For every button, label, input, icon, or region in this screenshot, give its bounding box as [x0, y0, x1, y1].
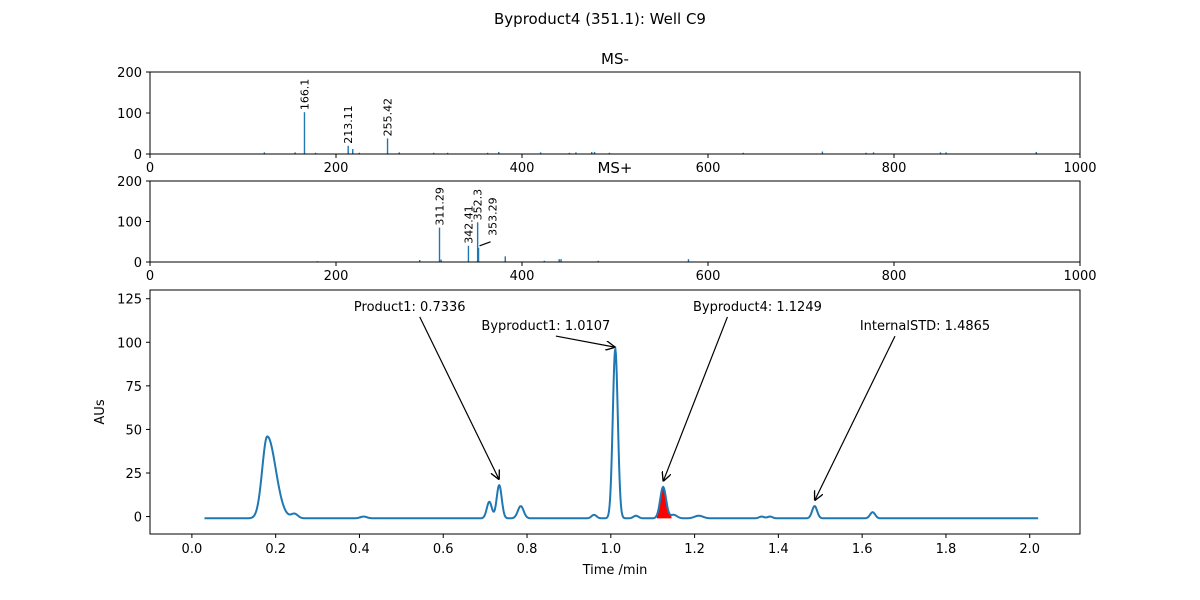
chromatogram-xtick-label: 0.6 — [433, 542, 454, 557]
ms-negative-xtick-label: 800 — [882, 161, 907, 176]
ms-negative-ytick-label: 200 — [117, 66, 142, 81]
peak-annotation-arrow — [419, 316, 499, 480]
chromatogram-xtick-label: 1.6 — [852, 542, 873, 557]
peak-annotation-arrow — [663, 316, 728, 482]
chromatogram-xtick-label: 1.8 — [936, 542, 957, 557]
chromatogram-ylabel: AUs — [93, 399, 108, 424]
chromatogram-ytick-label: 50 — [125, 423, 142, 438]
peak-annotation-label: Byproduct4: 1.1249 — [693, 300, 822, 315]
ms-negative-ytick-label: 0 — [134, 148, 142, 163]
ms-positive-peak-label: 342.41 — [462, 205, 475, 244]
ms-negative-ytick-label: 100 — [117, 107, 142, 122]
peak-annotation-label: InternalSTD: 1.4865 — [860, 319, 990, 334]
chromatogram-ytick-label: 75 — [125, 380, 142, 395]
ms-positive-xtick-label: 200 — [324, 269, 349, 284]
chromatogram-xtick-label: 1.4 — [768, 542, 789, 557]
ms-negative-xtick-label: 0 — [146, 161, 154, 176]
chromatogram-xtick-label: 2.0 — [1019, 542, 1040, 557]
chromatogram-xtick-label: 0.8 — [517, 542, 538, 557]
chromatogram-xtick-label: 0.2 — [265, 542, 286, 557]
peak-annotation-label: Byproduct1: 1.0107 — [481, 319, 610, 334]
peak-annotation-arrow — [815, 335, 896, 501]
chromatogram-ytick-label: 100 — [117, 336, 142, 351]
ms-negative-peak-label: 166.1 — [298, 79, 311, 111]
ms-positive-title: MS+ — [597, 159, 632, 177]
ms-positive-peak-label: 352.3 — [472, 189, 485, 221]
ms-negative-peak-label: 213.11 — [342, 105, 355, 144]
ms-negative-xtick-label: 600 — [696, 161, 721, 176]
ms-positive-xtick-label: 400 — [510, 269, 535, 284]
ms-negative-spectrum-panel: MS- 0 200 400 600 800 1000 0 100 200 166.1 213.11 25… — [117, 50, 1096, 176]
chromatogram-panel: 0.0 0.2 0.4 0.6 0.8 1.0 1.2 1.4 1.6 1.8 2.0 0 25 50 75… — [93, 289, 1081, 578]
figure-title: Byproduct4 (351.1): Well C9 — [494, 10, 706, 28]
ms-positive-ytick-label: 100 — [117, 216, 142, 231]
ms-positive-xtick-label: 600 — [696, 269, 721, 284]
ms-positive-peak-label: 353.29 — [487, 197, 500, 236]
peak-annotation-label: Product1: 0.7336 — [354, 300, 466, 315]
ms-negative-xtick-label: 400 — [510, 161, 535, 176]
chromatogram-xtick-label: 0.0 — [182, 542, 203, 557]
chromatogram-frame — [149, 289, 1081, 535]
chromatogram-xtick-label: 0.4 — [349, 542, 370, 557]
ms-positive-label-leader — [479, 241, 491, 247]
chromatogram-xtick-label: 1.0 — [600, 542, 621, 557]
ms-positive-ytick-label: 0 — [134, 256, 142, 271]
chromatogram-ytick-label: 125 — [117, 293, 142, 308]
ms-positive-xtick-label: 800 — [882, 269, 907, 284]
chromatogram-xlabel: Time /min — [582, 563, 648, 578]
ms-positive-xtick-label: 0 — [146, 269, 154, 284]
ms-negative-xtick-label: 1000 — [1063, 161, 1096, 176]
ms-positive-peak-label: 311.29 — [433, 187, 446, 226]
chromatogram-xtick-label: 1.2 — [684, 542, 705, 557]
ms-negative-title: MS- — [601, 50, 629, 68]
ms-negative-xtick-label: 200 — [324, 161, 349, 176]
chromatogram-trace — [204, 345, 1039, 520]
chromatogram-ytick-label: 0 — [134, 511, 142, 526]
ms-negative-peak-label: 255.42 — [382, 98, 395, 137]
ms-positive-xtick-label: 1000 — [1063, 269, 1096, 284]
ms-positive-ytick-label: 200 — [117, 175, 142, 190]
peak-annotation-arrow — [555, 335, 615, 347]
chromatogram-ytick-label: 25 — [125, 467, 142, 482]
